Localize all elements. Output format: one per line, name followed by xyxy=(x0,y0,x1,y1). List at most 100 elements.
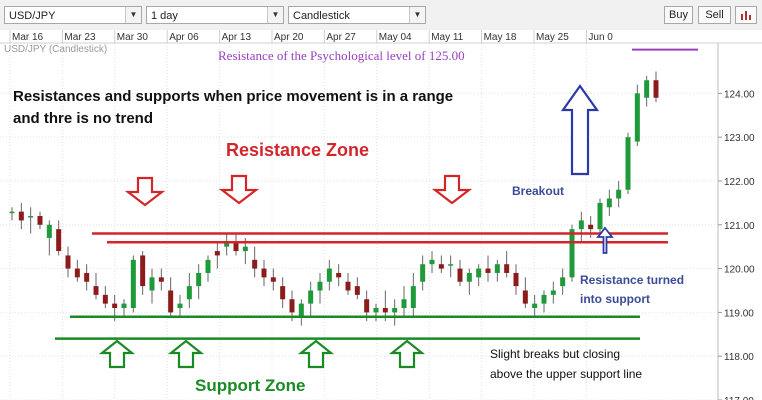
chart-type-select-value: Candlestick xyxy=(293,10,350,22)
interval-select[interactable]: 1 day ▼ xyxy=(146,6,284,24)
candle-up xyxy=(46,224,52,238)
range-title-line1: Resistances and supports when price move… xyxy=(13,88,453,105)
y-tick-label: 117.00 xyxy=(724,396,754,400)
candle-up xyxy=(196,272,202,287)
candle-up xyxy=(606,198,612,208)
candle-down xyxy=(102,294,108,304)
slight-breaks-line1: Slight breaks but closing xyxy=(490,347,620,361)
chevron-down-icon: ▼ xyxy=(125,7,141,23)
candle-down xyxy=(37,216,43,225)
candle-down xyxy=(252,259,258,269)
menu-button[interactable] xyxy=(735,6,757,24)
candle-down xyxy=(84,272,90,282)
candle-down xyxy=(233,242,239,252)
up-arrow-icon xyxy=(297,339,335,369)
candle-up xyxy=(578,220,584,230)
candle-down xyxy=(438,264,444,269)
candle-down xyxy=(140,255,146,287)
y-tick-label: 123.00 xyxy=(724,133,755,144)
candle-up xyxy=(392,308,398,313)
candle-up xyxy=(298,303,304,317)
x-tick-label: Mar 30 xyxy=(117,32,149,43)
candle-down xyxy=(522,290,528,304)
levels xyxy=(55,48,698,340)
buy-button[interactable]: Buy xyxy=(664,6,693,24)
candle-up xyxy=(634,93,640,142)
candles xyxy=(9,71,659,326)
candle-down xyxy=(354,286,360,295)
y-tick-label: 122.00 xyxy=(724,177,755,188)
candle-down xyxy=(214,251,220,256)
y-tick-label: 121.00 xyxy=(724,221,755,232)
down-arrow-icon xyxy=(124,176,166,207)
candle-up xyxy=(28,216,34,218)
x-tick-label: May 11 xyxy=(431,32,463,43)
candle-up xyxy=(541,294,547,304)
x-tick-label: May 18 xyxy=(484,32,517,43)
candle-down xyxy=(93,286,99,295)
candle-up xyxy=(597,202,603,230)
candle-up xyxy=(326,268,332,282)
candle-up xyxy=(476,268,482,278)
candle-down xyxy=(112,303,118,309)
x-axis-band xyxy=(0,30,762,43)
candle-up xyxy=(177,303,183,309)
chart-type-select[interactable]: Candlestick ▼ xyxy=(288,6,426,24)
candle-down xyxy=(74,268,80,278)
candle-down xyxy=(158,277,164,282)
chevron-down-icon: ▼ xyxy=(267,7,283,23)
interval-select-value: 1 day xyxy=(151,10,178,22)
candle-down xyxy=(261,268,267,278)
x-tick-label: Mar 23 xyxy=(64,32,96,43)
sell-button[interactable]: Sell xyxy=(698,6,731,24)
candle-down xyxy=(56,229,62,252)
candle-down xyxy=(382,308,388,313)
resistance-turned-line2: into support xyxy=(580,292,650,306)
candle-up xyxy=(569,229,575,278)
y-tick-label: 118.00 xyxy=(724,352,754,363)
breakout-arrow-icon xyxy=(560,84,600,176)
candle-down xyxy=(270,277,276,282)
candle-down xyxy=(504,264,510,273)
symbol-select-value: USD/JPY xyxy=(9,10,56,22)
candle-down xyxy=(280,286,286,300)
range-title-line2: and thre is no trend xyxy=(13,110,153,127)
candle-up xyxy=(466,272,472,282)
x-tick-label: Apr 06 xyxy=(169,32,199,43)
candle-up xyxy=(308,290,314,304)
candle-up xyxy=(616,189,622,199)
resistance-zone-label: Resistance Zone xyxy=(226,140,369,160)
chart-toolbar: USD/JPY ▼ 1 day ▼ Candlestick ▼ Buy Sell xyxy=(0,0,762,31)
support-arrow-icon xyxy=(596,226,614,254)
candle-up xyxy=(550,290,556,295)
resistance-turned-line1: Resistance turned xyxy=(580,273,684,287)
candle-up xyxy=(420,264,426,282)
x-tick-label: Apr 27 xyxy=(326,32,356,43)
down-arrow-icon xyxy=(218,174,260,205)
candle-up xyxy=(317,281,323,291)
bar-chart-icon xyxy=(741,11,751,20)
slight-breaks-line2: above the upper support line xyxy=(490,367,642,381)
candle-up xyxy=(121,303,127,309)
candle-down xyxy=(513,272,519,287)
candle-down xyxy=(65,255,71,269)
candle-down xyxy=(168,290,174,313)
candle-down xyxy=(364,299,370,313)
annotation-arrows xyxy=(98,84,614,369)
x-tick-label: Apr 20 xyxy=(274,32,304,43)
candle-up xyxy=(373,308,379,313)
candle-up xyxy=(205,259,211,273)
candle-up xyxy=(560,277,566,287)
candle-up xyxy=(130,259,136,309)
candle-up xyxy=(429,259,435,265)
candle-down xyxy=(457,268,463,282)
price-chart[interactable]: Mar 16 Mar 23 Mar 30 Apr 06 Apr 13 Apr 20 Apr … xyxy=(0,30,762,400)
candle-up xyxy=(644,80,650,98)
support-zone-label: Support Zone xyxy=(195,376,305,395)
symbol-select[interactable]: USD/JPY ▼ xyxy=(4,6,142,24)
chevron-down-icon: ▼ xyxy=(409,7,425,23)
chart-grid xyxy=(0,43,718,400)
candle-up xyxy=(410,286,416,309)
chart-symbol-label: USD/JPY (Candlestick) xyxy=(4,44,107,55)
candle-up xyxy=(494,264,500,273)
